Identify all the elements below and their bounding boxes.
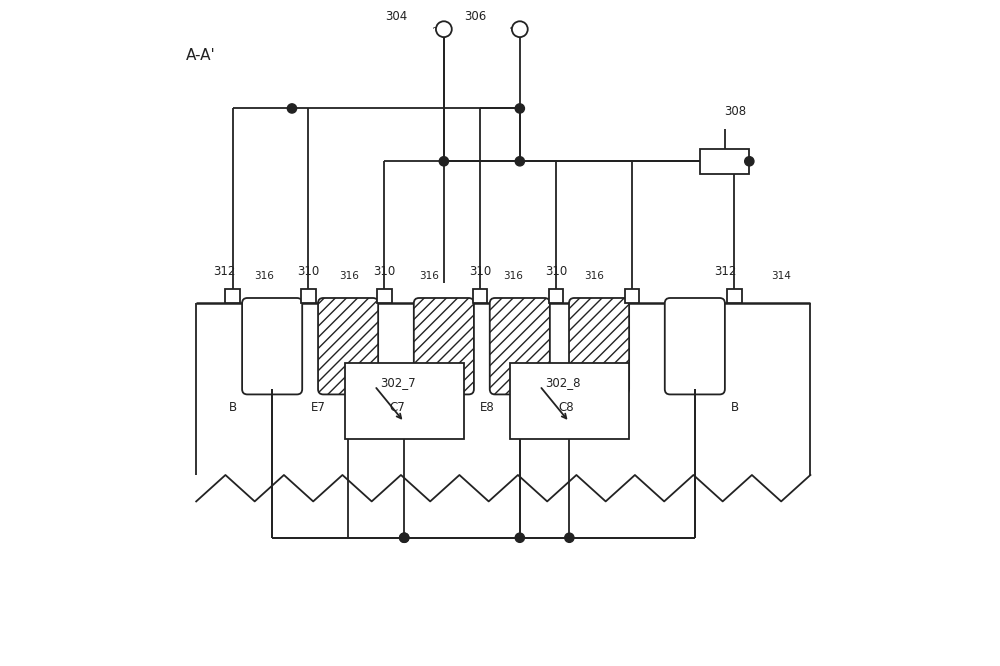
Bar xyxy=(625,289,639,303)
FancyBboxPatch shape xyxy=(490,298,550,394)
FancyBboxPatch shape xyxy=(665,298,725,394)
Text: 308: 308 xyxy=(725,105,747,119)
Text: 316: 316 xyxy=(254,271,274,281)
Text: A-A': A-A' xyxy=(186,48,216,63)
Bar xyxy=(727,289,742,303)
Text: B: B xyxy=(228,401,237,414)
Bar xyxy=(301,289,316,303)
FancyBboxPatch shape xyxy=(414,298,474,394)
Text: 306: 306 xyxy=(465,9,487,23)
Circle shape xyxy=(400,533,409,542)
Text: 316: 316 xyxy=(503,271,523,281)
Text: ~: ~ xyxy=(432,24,440,34)
Circle shape xyxy=(515,157,524,166)
Circle shape xyxy=(400,533,409,542)
Text: C7: C7 xyxy=(390,401,406,414)
FancyBboxPatch shape xyxy=(242,298,302,394)
Text: ~: ~ xyxy=(509,24,517,34)
Text: 302_8: 302_8 xyxy=(545,376,580,389)
Text: 304: 304 xyxy=(385,9,408,23)
Text: 316: 316 xyxy=(419,271,439,281)
Bar xyxy=(510,363,629,439)
Bar xyxy=(549,289,563,303)
Circle shape xyxy=(515,533,524,542)
Bar xyxy=(377,289,392,303)
Text: 314: 314 xyxy=(771,271,791,281)
Text: E8: E8 xyxy=(479,401,494,414)
Text: 310: 310 xyxy=(297,264,319,278)
Text: 302_7: 302_7 xyxy=(380,376,415,389)
Text: 312: 312 xyxy=(715,264,737,278)
Circle shape xyxy=(565,533,574,542)
Text: 310: 310 xyxy=(373,264,395,278)
Text: 316: 316 xyxy=(339,271,359,281)
Text: E7: E7 xyxy=(311,401,326,414)
Circle shape xyxy=(515,104,524,113)
Text: C8: C8 xyxy=(558,401,574,414)
Circle shape xyxy=(439,157,448,166)
Text: B: B xyxy=(730,401,739,414)
FancyBboxPatch shape xyxy=(569,298,629,394)
Circle shape xyxy=(745,157,754,166)
Bar xyxy=(225,289,240,303)
Text: 310: 310 xyxy=(469,264,491,278)
Circle shape xyxy=(512,21,528,37)
Circle shape xyxy=(436,21,452,37)
Text: 316: 316 xyxy=(585,271,604,281)
Bar xyxy=(700,149,749,174)
Circle shape xyxy=(287,104,297,113)
Bar xyxy=(473,289,487,303)
Bar xyxy=(345,363,464,439)
Text: 312: 312 xyxy=(213,264,235,278)
Text: 310: 310 xyxy=(545,264,567,278)
FancyBboxPatch shape xyxy=(318,298,378,394)
